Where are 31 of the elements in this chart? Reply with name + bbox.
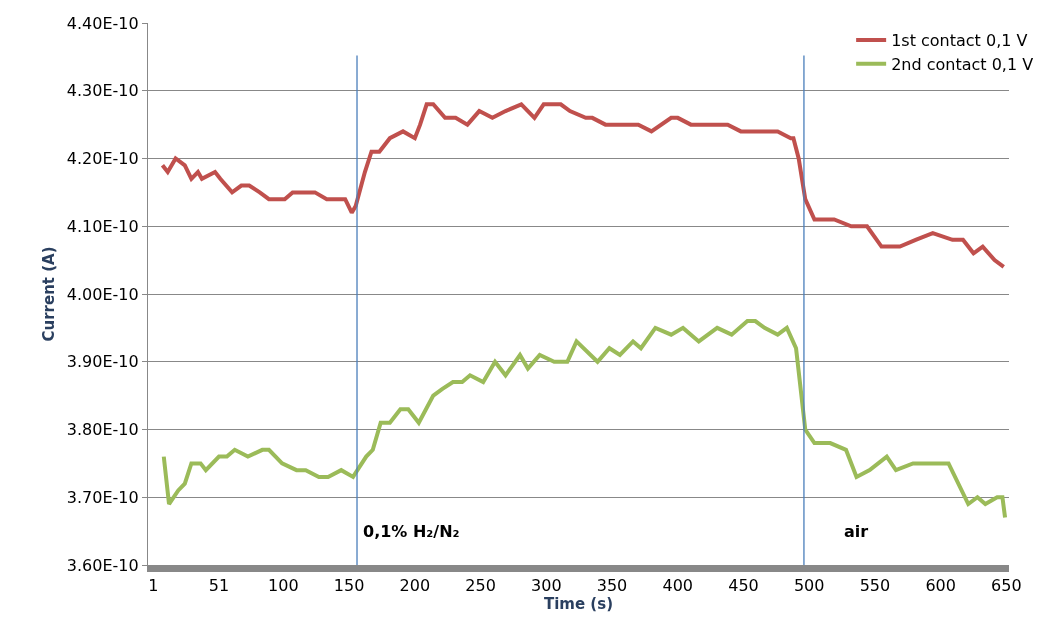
annotation: air <box>844 522 869 541</box>
legend-label: 2nd contact 0,1 V <box>891 54 1034 74</box>
y-tick-label: 3.60E-10 <box>66 555 139 575</box>
line-series <box>160 102 1006 269</box>
y-tick-label: 3.90E-10 <box>66 352 139 372</box>
x-tick-label: 400 <box>662 576 694 596</box>
annotation: 0,1% H₂/N₂ <box>363 522 460 541</box>
x-tick-label: 500 <box>793 576 825 596</box>
y-tick-label: 3.70E-10 <box>66 487 139 507</box>
x-tick-label: 300 <box>531 576 562 596</box>
y-tick-label: 4.00E-10 <box>66 284 139 304</box>
y-axis-title: Current (A) <box>40 246 59 342</box>
y-tick-label: 4.40E-10 <box>66 13 139 33</box>
legend-label: 1st contact 0,1 V <box>891 31 1028 51</box>
x-tick-label: 100 <box>268 576 299 596</box>
x-tick-label: 650 <box>991 576 1022 596</box>
x-tick-label: 550 <box>859 576 891 596</box>
y-tick-label: 4.30E-10 <box>66 81 139 101</box>
y-tick-label: 4.20E-10 <box>66 149 139 169</box>
x-tick-label: 150 <box>333 576 365 596</box>
x-tick-label: 200 <box>399 576 431 596</box>
x-tick-label: 450 <box>728 576 759 596</box>
line-series <box>161 319 1008 520</box>
x-tick-label: 250 <box>465 576 496 596</box>
x-tick-label: 1 <box>148 576 159 596</box>
y-tick-label: 4.10E-10 <box>66 216 139 236</box>
x-tick-label: 350 <box>596 576 628 596</box>
x-tick-label: 600 <box>925 576 956 596</box>
x-axis-title: Time (s) <box>543 595 614 614</box>
y-tick-label: 3.80E-10 <box>66 420 139 440</box>
x-tick-label: 51 <box>208 576 230 596</box>
